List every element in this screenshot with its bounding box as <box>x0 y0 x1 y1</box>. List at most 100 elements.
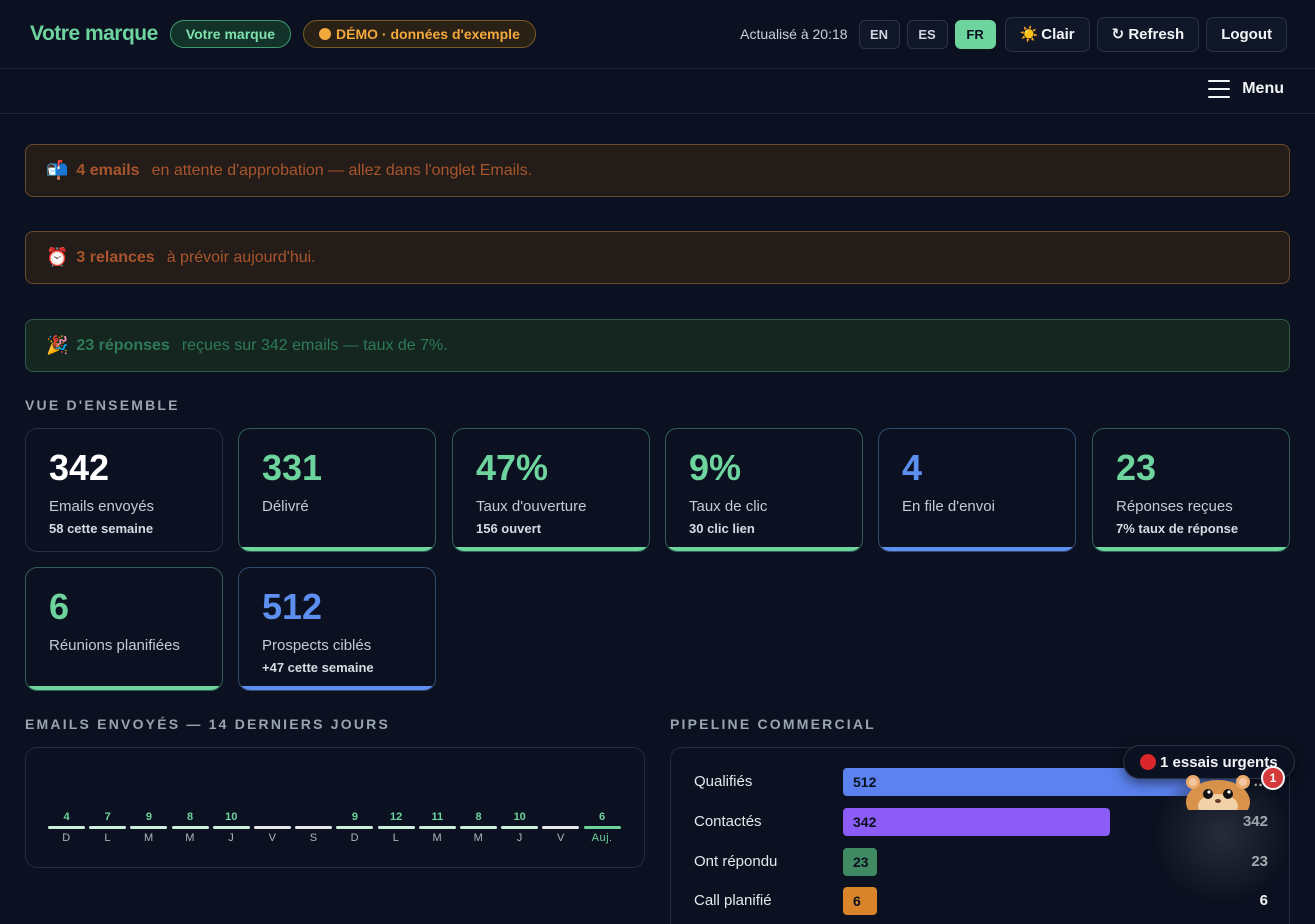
kpi-value: 512 <box>262 586 323 627</box>
day-label: M <box>144 832 154 844</box>
day-value: 8 <box>187 811 194 823</box>
day-label: M <box>432 832 443 844</box>
day-label: J <box>516 832 523 844</box>
logout-button[interactable]: Logout <box>1206 16 1287 52</box>
day-label: M <box>185 832 195 844</box>
lang-en-button[interactable]: EN <box>858 19 900 49</box>
day-value: 7 <box>104 811 111 823</box>
day-value: 10 <box>513 811 526 823</box>
menu-button[interactable]: Menu <box>1208 80 1284 98</box>
kpi-label: Délivré <box>262 498 309 515</box>
top-bar: Votre marque Votre marque DÉMO · données… <box>0 0 1315 69</box>
kpi-sub: 30 clic lien <box>689 521 755 536</box>
kpi-card[interactable]: 9% Taux de clic 30 clic lien <box>665 428 863 552</box>
day-label: L <box>104 832 111 844</box>
alarm-clock-icon: ⏰ <box>46 247 69 267</box>
hamburger-icon <box>1208 80 1231 98</box>
kpi-label: Réponses reçues <box>1116 498 1233 515</box>
kpi-label: Emails envoyés <box>49 498 155 515</box>
day-label: D <box>62 832 71 844</box>
day-line <box>130 826 168 829</box>
sun-icon: ☀️ <box>1019 26 1039 43</box>
emails-chart-title: EMAILS ENVOYÉS — 14 DERNIERS JOURS <box>25 716 390 732</box>
day-line <box>501 826 539 829</box>
kpi-sub: 156 ouvert <box>476 521 542 536</box>
notification-badge: 1 <box>1261 766 1285 790</box>
demo-badge: DÉMO · données d'exemple <box>303 20 536 48</box>
day-bar[interactable]: 12 L <box>377 811 415 844</box>
pipeline-row[interactable]: Ont répondu2323 <box>671 848 1291 876</box>
day-line <box>295 826 333 829</box>
demo-badge-label: DÉMO · données d'exemple <box>336 26 520 42</box>
kpi-card[interactable]: 342 Emails envoyés 58 cette semaine <box>25 428 223 552</box>
alert-replies[interactable]: 🎉 23 réponses reçues sur 342 emails — ta… <box>25 319 1290 372</box>
day-value: 6 <box>599 811 606 823</box>
theme-toggle-button[interactable]: ☀️ Clair <box>1004 16 1090 52</box>
day-line <box>542 826 580 829</box>
kpi-sub: 58 cette semaine <box>49 521 154 536</box>
day-bar[interactable]: 10 J <box>212 811 250 844</box>
kpi-card[interactable]: 6 Réunions planifiées <box>25 567 223 691</box>
kpi-card[interactable]: 331 Délivré <box>238 428 436 552</box>
day-label: D <box>350 832 360 844</box>
brand-logo[interactable]: Votre marque <box>30 22 158 45</box>
day-bar[interactable]: 6 Auj. <box>583 811 621 844</box>
day-line <box>460 826 497 829</box>
alert-followups[interactable]: ⏰ 3 relances à prévoir aujourd'hui. <box>25 231 1290 284</box>
kpi-label: Prospects ciblés <box>262 637 372 654</box>
demo-dot-icon <box>319 28 332 40</box>
party-popper-icon: 🎉 <box>46 335 69 355</box>
day-label: V <box>268 832 277 844</box>
updated-timestamp: Actualisé à 20:18 <box>740 26 848 42</box>
kpi-sub: 7% taux de réponse <box>1116 521 1239 536</box>
day-label: L <box>392 832 400 844</box>
day-bar[interactable]: 11 M <box>418 811 456 844</box>
day-line <box>171 826 209 829</box>
pipeline-row[interactable]: Call planifié 6 6 <box>671 887 1291 915</box>
lang-fr-button[interactable]: FR <box>954 19 996 49</box>
pipeline-value: 6 <box>1259 892 1268 909</box>
kpi-value: 6 <box>49 586 70 627</box>
kpi-card[interactable]: 512 Prospects ciblés +47 cette semaine <box>238 567 436 691</box>
day-label: J <box>228 832 235 844</box>
lang-es-button[interactable]: ES <box>906 19 948 49</box>
mailbox-icon: 📬 <box>46 160 69 180</box>
refresh-button[interactable]: ↻ Refresh <box>1096 16 1200 52</box>
day-value <box>542 811 579 823</box>
kpi-value: 23 <box>1116 447 1157 488</box>
day-bar[interactable]: 10 J <box>501 811 539 844</box>
day-bar[interactable]: V <box>254 811 291 844</box>
pipeline-bar: 23 <box>843 848 877 876</box>
pipeline-label: Ont répondu <box>694 853 778 870</box>
overview-title: VUE D'ENSEMBLE <box>25 397 180 413</box>
pipeline-bar: 342 <box>843 808 1110 836</box>
day-bar[interactable]: S <box>295 811 333 844</box>
day-value: 8 <box>475 811 482 823</box>
emails-chart-panel: 4 D 7 L 9 M 8 M 10 J V S 9 D 12 L 11 M 8 M 10 J V 6 Auj. <box>25 747 645 868</box>
kpi-card[interactable]: 23 Réponses reçues 7% taux de réponse <box>1092 428 1290 552</box>
pipeline-label: Call planifié <box>694 892 772 909</box>
kpi-card[interactable]: 47% Taux d'ouverture 156 ouvert <box>452 428 650 552</box>
day-bar[interactable]: V <box>542 811 580 844</box>
kpi-label: Taux d'ouverture <box>476 498 587 515</box>
alert-strong: 23 réponses <box>76 336 170 354</box>
kpi-accent-bar <box>239 686 435 690</box>
hamster-mascot-icon[interactable] <box>1183 770 1253 810</box>
kpi-value: 342 <box>49 447 110 488</box>
day-value <box>295 811 332 823</box>
kpi-value: 4 <box>902 447 923 488</box>
day-line <box>254 826 291 829</box>
kpi-card[interactable]: 4 En file d'envoi <box>878 428 1076 552</box>
kpi-accent-bar <box>879 547 1075 551</box>
kpi-sub: +47 cette semaine <box>262 660 374 675</box>
kpi-accent-bar <box>666 547 862 551</box>
day-value: 4 <box>63 811 70 823</box>
alert-pending-emails[interactable]: 📬 4 emails en attente d'approbation — al… <box>25 144 1290 197</box>
pipeline-row[interactable]: Contactés342342 <box>671 808 1291 836</box>
